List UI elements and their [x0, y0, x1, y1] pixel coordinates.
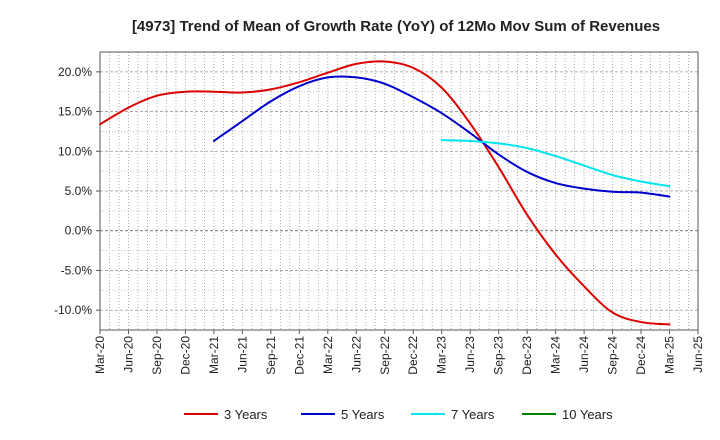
series-line-7-years — [440, 139, 671, 188]
x-tick-label: Mar-23 — [435, 336, 449, 374]
legend-label-7-years: 7 Years — [451, 407, 495, 422]
x-tick-label: Sep-20 — [150, 336, 164, 375]
x-tick-label: Dec-21 — [292, 336, 306, 375]
x-tick-label: Sep-24 — [606, 336, 620, 375]
y-tick-label: 10.0% — [58, 144, 92, 158]
x-tick-label: Dec-23 — [520, 336, 534, 375]
chart-title: [4973] Trend of Mean of Growth Rate (YoY… — [132, 18, 660, 35]
series-line-5-years — [212, 75, 671, 198]
legend: 3 Years 5 Years 7 Years 10 Years — [184, 407, 613, 422]
y-tick-label: 5.0% — [65, 184, 93, 198]
y-tick-label: 20.0% — [58, 65, 92, 79]
x-tick-label: Jun-24 — [577, 336, 591, 373]
series-lines — [99, 60, 671, 326]
legend-label-10-years: 10 Years — [562, 407, 613, 422]
x-tick-label: Jun-21 — [235, 336, 249, 373]
x-tick-label: Jun-25 — [691, 336, 705, 373]
x-tick-label: Dec-22 — [406, 336, 420, 375]
y-tick-label: 0.0% — [65, 224, 93, 238]
legend-label-3-years: 3 Years — [224, 407, 268, 422]
y-tick-label: -5.0% — [61, 263, 93, 277]
x-tick-label: Sep-22 — [378, 336, 392, 375]
x-tick-label: Jun-23 — [463, 336, 477, 373]
y-tick-label: -10.0% — [54, 303, 92, 317]
x-tick-label: Mar-25 — [663, 336, 677, 374]
legend-label-5-years: 5 Years — [341, 407, 385, 422]
x-tick-label: Mar-22 — [321, 336, 335, 374]
axes: 20.0% 15.0% 10.0% 5.0% 0.0% -5.0% -10.0% Mar-20… — [54, 51, 705, 375]
y-tick-label: 15.0% — [58, 105, 92, 119]
series-line-3-years — [99, 60, 671, 326]
x-tick-label: Dec-24 — [634, 336, 648, 375]
x-tick-label: Sep-23 — [492, 336, 506, 375]
x-tick-label: Jun-20 — [121, 336, 135, 373]
x-tick-label: Mar-21 — [207, 336, 221, 374]
x-tick-label: Dec-20 — [178, 336, 192, 375]
x-tick-label: Sep-21 — [264, 336, 278, 375]
x-tick-label: Mar-24 — [549, 336, 563, 374]
x-tick-label: Jun-22 — [349, 336, 363, 373]
x-tick-label: Mar-20 — [93, 336, 107, 374]
